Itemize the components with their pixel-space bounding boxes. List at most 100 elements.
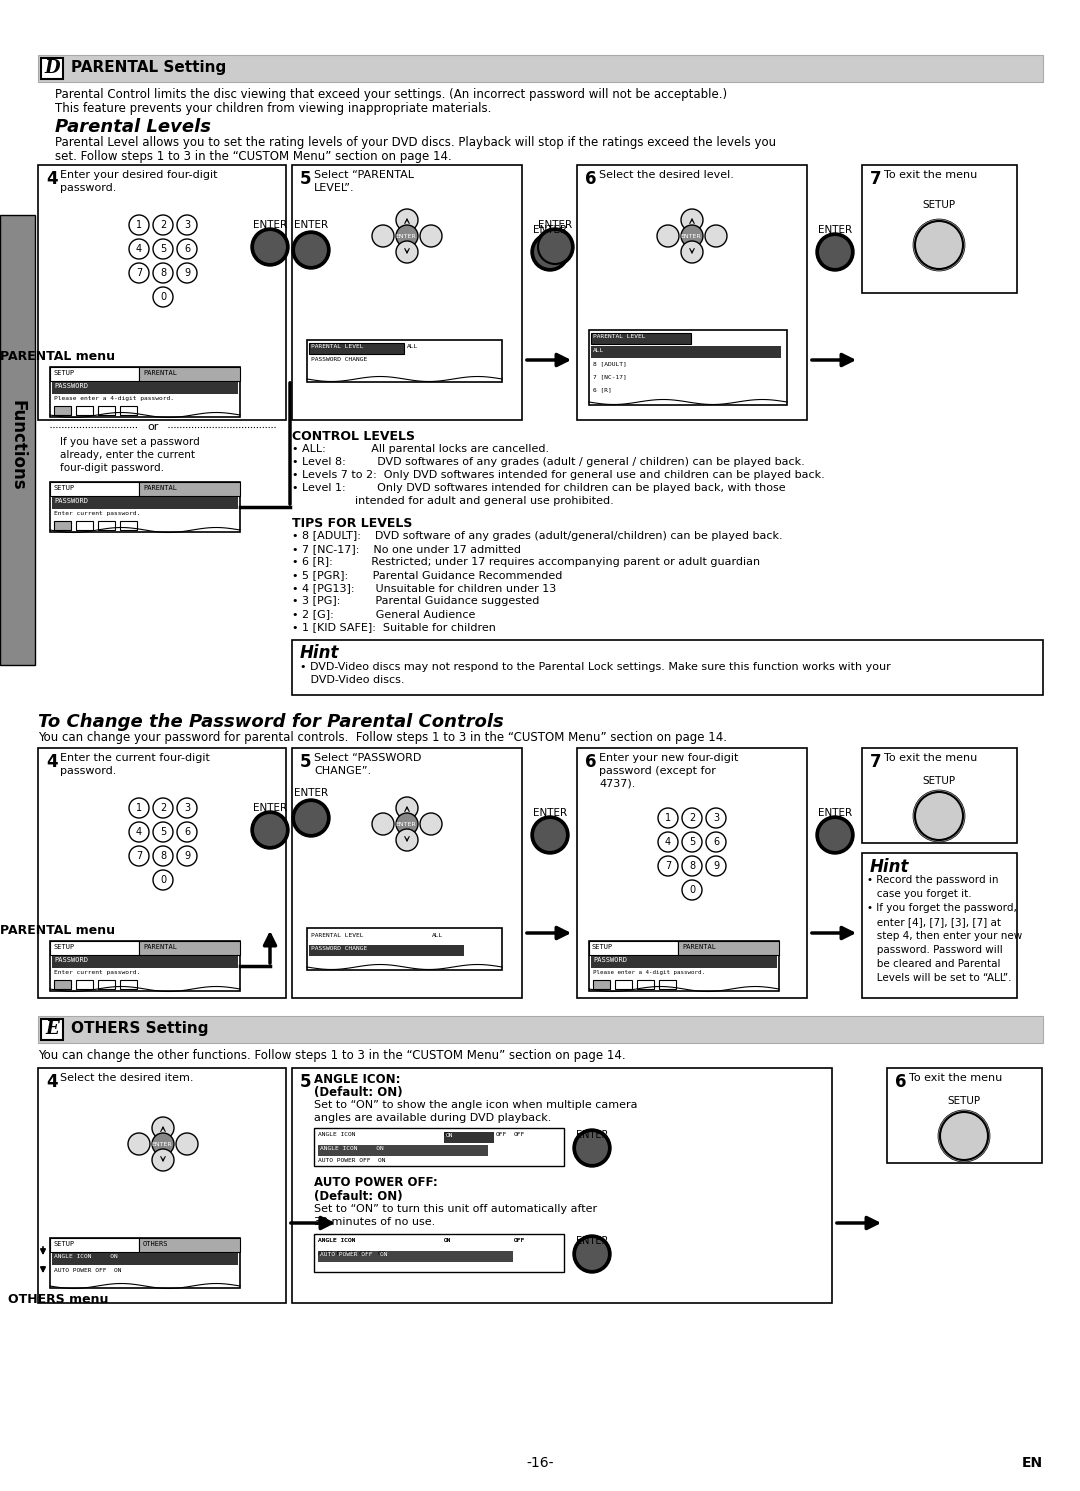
Text: 4: 4 [46,170,57,188]
Text: Set to “ON” to show the angle icon when multiple camera: Set to “ON” to show the angle icon when … [314,1100,637,1109]
Circle shape [177,822,197,842]
Text: 3: 3 [184,221,190,230]
Text: SETUP: SETUP [922,200,956,210]
Circle shape [913,219,966,271]
Circle shape [153,215,173,236]
Text: PASSWORD: PASSWORD [54,957,87,963]
Circle shape [153,262,173,283]
Text: 2: 2 [160,221,166,230]
Text: ALL: ALL [432,933,443,938]
Text: Set to “ON” to turn this unit off automatically after: Set to “ON” to turn this unit off automa… [314,1205,597,1214]
FancyBboxPatch shape [591,332,691,344]
Text: ANGLE ICON     ON: ANGLE ICON ON [320,1147,383,1151]
Text: D: D [44,60,59,78]
Text: ENTER: ENTER [532,808,567,819]
Circle shape [396,829,418,851]
Text: 4: 4 [665,836,671,847]
FancyBboxPatch shape [38,55,1043,82]
FancyBboxPatch shape [593,980,610,989]
Circle shape [152,1150,174,1170]
Text: • 6 [R]:           Restricted; under 17 requires accompanying parent or adult gu: • 6 [R]: Restricted; under 17 requires a… [292,558,760,567]
FancyBboxPatch shape [0,215,35,665]
Circle shape [396,813,418,835]
FancyBboxPatch shape [50,482,240,532]
Circle shape [915,221,963,268]
Text: Select “PARENTAL: Select “PARENTAL [314,170,414,180]
FancyBboxPatch shape [98,406,114,414]
Circle shape [705,225,727,248]
Text: PARENTAL LEVEL: PARENTAL LEVEL [311,933,364,938]
Text: 30 minutes of no use.: 30 minutes of no use. [314,1217,435,1227]
Text: ENTER: ENTER [818,808,852,819]
Text: 6: 6 [184,245,190,253]
Text: PARENTAL: PARENTAL [143,944,177,950]
Circle shape [681,209,703,231]
Text: 5: 5 [160,245,166,253]
FancyBboxPatch shape [615,980,632,989]
Text: 6: 6 [585,170,596,188]
Text: PASSWORD CHANGE: PASSWORD CHANGE [311,356,367,362]
FancyBboxPatch shape [54,520,71,529]
FancyBboxPatch shape [50,941,139,956]
Text: ENTER: ENTER [253,804,287,813]
Text: • Level 8:         DVD softwares of any grades (adult / general / children) can : • Level 8: DVD softwares of any grades (… [292,458,805,467]
FancyBboxPatch shape [589,330,787,406]
Text: 7: 7 [870,753,881,771]
Circle shape [681,242,703,262]
FancyBboxPatch shape [54,980,71,989]
Text: • 4 [PG13]:      Unsuitable for children under 13: • 4 [PG13]: Unsuitable for children unde… [292,583,556,593]
Text: You can change your password for parental controls.  Follow steps 1 to 3 in the : You can change your password for parenta… [38,731,727,744]
FancyBboxPatch shape [591,359,781,371]
FancyBboxPatch shape [659,980,676,989]
Circle shape [396,798,418,819]
FancyBboxPatch shape [309,343,404,353]
Circle shape [531,816,569,854]
FancyBboxPatch shape [50,367,139,382]
Text: 6 [R]: 6 [R] [593,388,611,392]
Text: 4: 4 [136,245,143,253]
Circle shape [251,811,289,848]
FancyBboxPatch shape [292,1068,832,1303]
Text: To Change the Password for Parental Controls: To Change the Password for Parental Cont… [38,713,503,731]
FancyBboxPatch shape [678,941,779,956]
Text: SETUP: SETUP [53,485,75,491]
Text: 9: 9 [184,851,190,860]
FancyBboxPatch shape [38,1015,1043,1044]
Text: To exit the menu: To exit the menu [885,753,977,763]
Text: • 3 [PG]:          Parental Guidance suggested: • 3 [PG]: Parental Guidance suggested [292,596,539,605]
Text: OTHERS menu: OTHERS menu [8,1293,108,1306]
Text: ANGLE ICON: ANGLE ICON [318,1238,355,1243]
Circle shape [396,225,418,248]
Text: PASSWORD: PASSWORD [593,957,627,963]
Circle shape [818,236,852,268]
Circle shape [816,233,854,271]
Circle shape [420,225,442,248]
Circle shape [681,225,703,248]
Text: You can change the other functions. Follow steps 1 to 3 in the “CUSTOM Menu” sec: You can change the other functions. Foll… [38,1050,625,1062]
Circle shape [706,832,726,851]
Text: Select the desired item.: Select the desired item. [60,1074,193,1082]
Text: 6: 6 [895,1074,906,1091]
Text: 1: 1 [665,813,671,823]
FancyBboxPatch shape [98,520,114,529]
FancyBboxPatch shape [76,406,93,414]
Text: ON: ON [444,1132,451,1138]
Text: (Default: ON): (Default: ON) [314,1085,403,1099]
Circle shape [251,228,289,265]
FancyBboxPatch shape [52,382,238,394]
Text: • Levels 7 to 2:  Only DVD softwares intended for general use and children can b: • Levels 7 to 2: Only DVD softwares inte… [292,470,825,480]
Text: Enter your desired four-digit: Enter your desired four-digit [60,170,217,180]
Circle shape [534,236,567,268]
FancyBboxPatch shape [38,748,286,997]
Text: intended for adult and general use prohibited.: intended for adult and general use prohi… [292,497,613,505]
Text: PARENTAL LEVEL: PARENTAL LEVEL [311,344,364,349]
Circle shape [129,262,149,283]
Text: ALL: ALL [593,347,604,353]
Text: password. Password will: password. Password will [867,945,1002,956]
Text: SETUP: SETUP [53,1241,75,1246]
Text: PARENTAL menu: PARENTAL menu [0,924,116,936]
Circle shape [658,808,678,828]
Text: PARENTAL Setting: PARENTAL Setting [71,60,226,75]
Circle shape [176,1133,198,1156]
Circle shape [177,845,197,866]
